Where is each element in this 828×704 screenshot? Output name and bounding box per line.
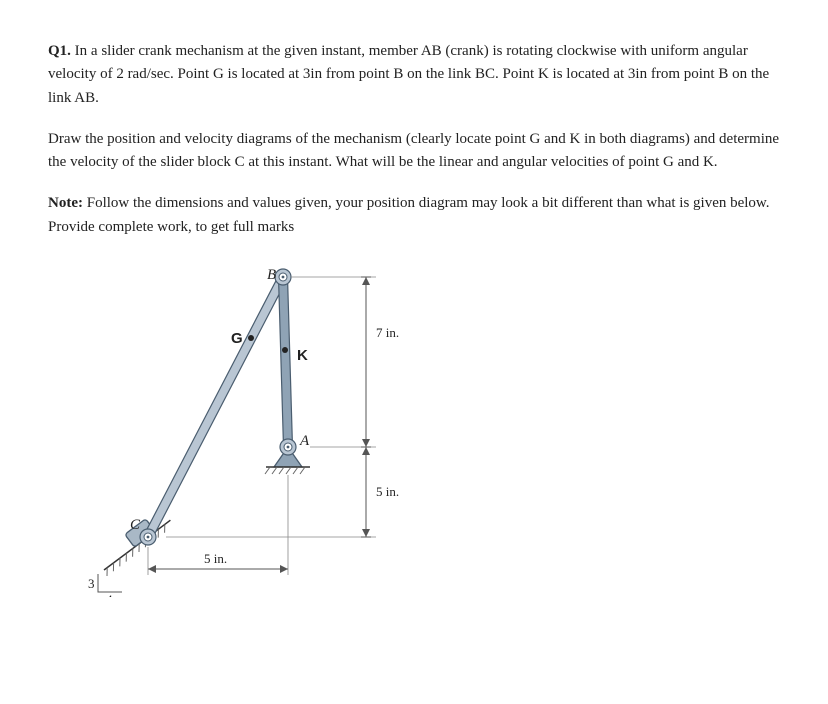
svg-text:5 in.: 5 in. [204, 551, 227, 566]
question-label: Q1. [48, 43, 71, 59]
svg-text:B: B [267, 267, 276, 283]
svg-text:3: 3 [88, 576, 95, 591]
question-paragraph-2: Draw the position and velocity diagrams … [48, 131, 779, 170]
svg-text:G: G [231, 330, 243, 347]
svg-text:A: A [299, 433, 310, 449]
svg-text:4: 4 [106, 592, 113, 597]
mechanism-diagram: 3 4 B G K A C 7 in. 5 in. 5 in. [88, 257, 428, 597]
note-label: Note: [48, 195, 83, 211]
note-text: Follow the dimensions and values given, … [48, 195, 770, 234]
question-paragraph-1: In a slider crank mechanism at the given… [48, 43, 769, 106]
svg-text:7 in.: 7 in. [376, 325, 399, 340]
svg-text:5 in.: 5 in. [376, 484, 399, 499]
svg-text:K: K [297, 347, 308, 364]
svg-text:C: C [130, 517, 141, 533]
